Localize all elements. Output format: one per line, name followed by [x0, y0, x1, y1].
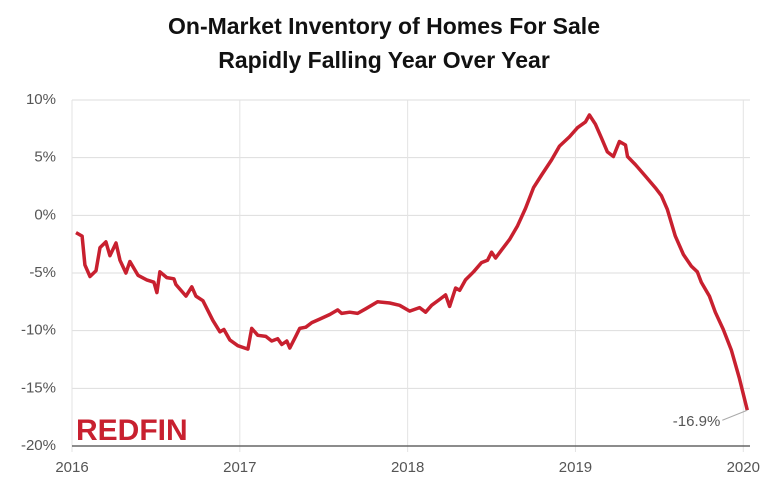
chart-title: On-Market Inventory of Homes For Sale [168, 13, 600, 39]
y-tick-label: -15% [21, 379, 56, 396]
y-tick-label: -5% [29, 264, 56, 281]
y-tick-label: 5% [34, 149, 56, 166]
y-tick-label: 0% [34, 206, 56, 223]
x-tick-label: 2016 [55, 459, 88, 476]
y-tick-label: -20% [21, 437, 56, 454]
x-tick-label: 2020 [727, 459, 760, 476]
x-tick-label: 2019 [559, 459, 592, 476]
chart-title: Rapidly Falling Year Over Year [218, 47, 550, 73]
annotation: -16.9% [673, 413, 721, 430]
x-tick-label: 2018 [391, 459, 424, 476]
logo: REDFIN [76, 414, 188, 447]
y-tick-label: -10% [21, 322, 56, 339]
x-tick-label: 2017 [223, 459, 256, 476]
series-line [75, 113, 749, 411]
annotation-leader [722, 409, 748, 421]
y-tick-label: 10% [26, 91, 56, 108]
